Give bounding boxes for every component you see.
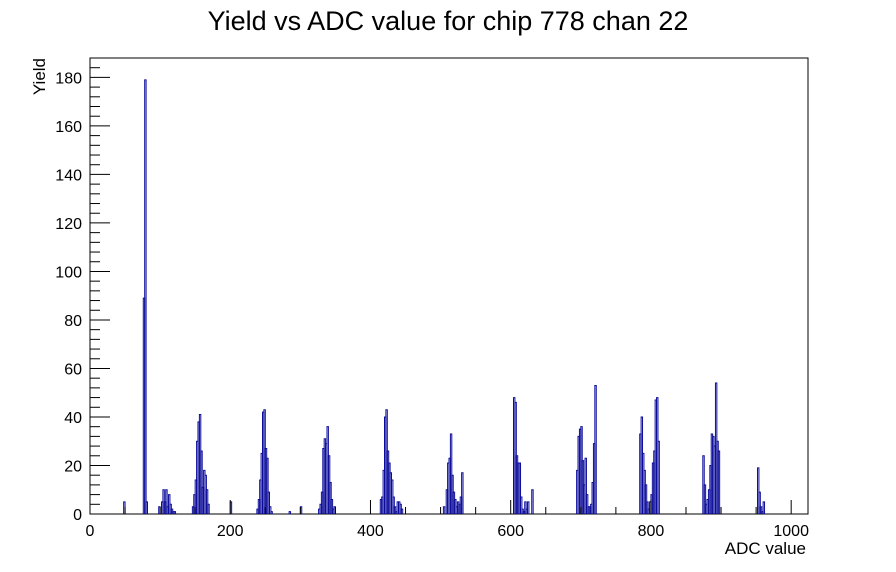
histogram-bin (758, 491, 761, 514)
histogram-bin (442, 506, 446, 514)
histogram-bin (165, 489, 168, 514)
histogram-bin (585, 494, 589, 514)
histogram-bin (644, 484, 648, 514)
x-axis: 0 200 400 600 800 1000 (86, 500, 809, 540)
histogram-bin (646, 501, 649, 514)
histogram-bins (123, 79, 766, 514)
histogram-bin (145, 501, 148, 514)
y-tick-label: 180 (55, 70, 82, 87)
chart-title: Yield vs ADC value for chip 778 chan 22 (208, 6, 689, 36)
x-tick-label: 400 (357, 523, 384, 540)
y-tick-label: 140 (55, 167, 82, 184)
histogram-bin (518, 462, 522, 514)
histogram-bin (329, 481, 332, 514)
histogram-bin (717, 450, 721, 514)
histogram-bin (200, 450, 203, 514)
histogram-bin (330, 498, 334, 514)
x-axis-label: ADC value (725, 539, 806, 558)
histogram-bin (270, 511, 273, 514)
histogram-bin (703, 484, 707, 514)
y-tick-label: 160 (55, 119, 82, 136)
x-tick-label: 0 (86, 523, 95, 540)
y-tick-label: 40 (64, 410, 82, 427)
histogram-bin (266, 457, 269, 514)
x-tick-label: 1000 (773, 523, 809, 540)
histogram-bin (288, 511, 292, 514)
histogram-bin (527, 501, 530, 514)
y-tick-label: 80 (64, 313, 82, 330)
histogram-bin (762, 501, 766, 514)
y-tick-label: 20 (64, 458, 82, 475)
y-tick-label: 0 (73, 507, 82, 524)
histogram-bin (531, 489, 534, 514)
histogram-bin (144, 79, 147, 514)
histogram-bin (449, 433, 453, 514)
histogram-bin (759, 506, 763, 514)
histogram-bin (520, 496, 523, 514)
histogram-bin (205, 489, 209, 514)
x-tick-label: 600 (497, 523, 524, 540)
histogram-bin (392, 496, 395, 514)
y-axis-label: Yield (30, 58, 49, 95)
x-tick-label: 800 (638, 523, 665, 540)
histogram-bin (207, 503, 210, 514)
histogram-bin (400, 508, 404, 514)
histogram-bin (267, 491, 270, 514)
y-tick-label: 100 (55, 264, 82, 281)
histogram-bin (524, 501, 527, 514)
histogram-bin (657, 440, 660, 514)
histogram-bin (269, 506, 272, 514)
histogram-bin (757, 467, 760, 514)
x-tick-label: 200 (217, 523, 244, 540)
histogram-bin (584, 457, 587, 514)
histogram-bin (173, 511, 177, 514)
histogram-bin (393, 506, 397, 514)
y-tick-label: 120 (55, 216, 82, 233)
histogram-bin (594, 384, 597, 514)
y-axis: 0 20 40 60 80 100 120 140 160 180 (55, 57, 110, 524)
histogram-bin (461, 472, 464, 514)
y-tick-label: 60 (64, 361, 82, 378)
